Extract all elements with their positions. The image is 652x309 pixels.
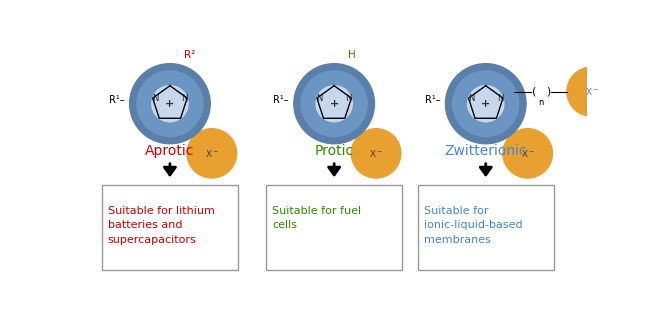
Ellipse shape [130, 64, 210, 144]
Ellipse shape [152, 86, 188, 122]
Ellipse shape [351, 129, 401, 178]
Text: Suitable for fuel
cells: Suitable for fuel cells [272, 206, 361, 231]
Text: N: N [468, 95, 474, 104]
Text: N: N [152, 95, 158, 104]
Text: N: N [497, 95, 503, 104]
Text: N: N [346, 95, 352, 104]
Text: +: + [329, 99, 339, 109]
Ellipse shape [187, 129, 237, 178]
FancyBboxPatch shape [266, 184, 402, 270]
Text: X$^-$: X$^-$ [369, 148, 383, 159]
Text: Aprotic: Aprotic [145, 144, 194, 158]
Text: X$^-$: X$^-$ [520, 148, 535, 159]
Text: R²: R² [184, 50, 196, 60]
Ellipse shape [467, 86, 504, 122]
FancyBboxPatch shape [102, 184, 238, 270]
Text: N: N [316, 95, 323, 104]
Text: R¹–: R¹– [424, 95, 440, 105]
Text: R¹–: R¹– [273, 95, 289, 105]
Text: +: + [166, 99, 175, 109]
Ellipse shape [316, 86, 352, 122]
Text: +: + [481, 99, 490, 109]
Text: X$^-$: X$^-$ [205, 148, 219, 159]
Ellipse shape [567, 67, 617, 116]
Text: X$^-$: X$^-$ [585, 86, 599, 97]
Text: Suitable for
ionic-liquid-based
membranes: Suitable for ionic-liquid-based membrane… [424, 206, 522, 245]
Text: (   ): ( ) [531, 87, 551, 97]
Text: R¹–: R¹– [109, 95, 125, 105]
Ellipse shape [452, 71, 519, 137]
Ellipse shape [301, 71, 367, 137]
Text: Suitable for lithium
batteries and
supercapacitors: Suitable for lithium batteries and super… [108, 206, 215, 245]
Ellipse shape [137, 71, 203, 137]
Text: n: n [539, 98, 544, 107]
Text: H: H [348, 50, 356, 60]
Ellipse shape [294, 64, 374, 144]
Ellipse shape [503, 129, 552, 178]
Ellipse shape [445, 64, 526, 144]
Text: N: N [181, 95, 188, 104]
Text: Protic: Protic [314, 144, 354, 158]
FancyBboxPatch shape [417, 184, 554, 270]
Text: Zwitterionic: Zwitterionic [445, 144, 527, 158]
